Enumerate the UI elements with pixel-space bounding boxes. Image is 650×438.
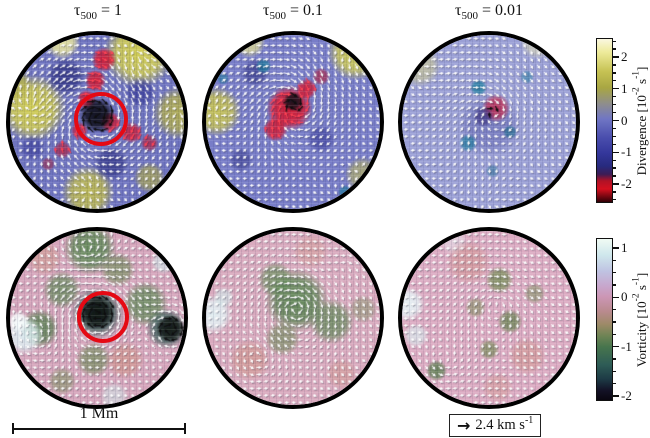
tau-value: = 0.01 (477, 2, 523, 19)
flow-map-field (402, 231, 576, 405)
colorbar-minor-tick (613, 199, 617, 201)
vorticity-colorbar-axis-label: Vorticity [10-2 s-1] (631, 272, 649, 367)
colorbar-tick-label: 1 (621, 80, 628, 96)
colorbar-minor-tick (613, 383, 617, 385)
vorticity-colorbar-gradient (596, 238, 613, 401)
colorbar-tick-label: 0 (621, 112, 628, 128)
flow-map-field (206, 231, 380, 405)
colorbar-minor-tick (613, 96, 617, 98)
colorbar-major-tick (613, 119, 619, 122)
colorbar-minor-tick (613, 191, 617, 193)
scale-bar-left-cap (12, 423, 15, 434)
tau-subscript: 500 (461, 10, 478, 23)
colorbar-minor-tick (613, 103, 617, 106)
tau-symbol: τ (263, 2, 270, 19)
colorbar-minor-tick (613, 127, 617, 130)
colorbar-minor-tick (613, 308, 617, 311)
vorticity-colorbar: 1 0 -1 -2 Vorticity [10-2 s-1] (596, 238, 650, 404)
colorbar-minor-tick (613, 159, 617, 161)
flow-map-vorticity-col3 (398, 227, 580, 409)
velocity-value: 2.4 km s (475, 417, 525, 433)
flow-map-field (10, 35, 184, 209)
colorbar-tick-label: 0 (621, 289, 628, 305)
flow-map-divergence-col2 (202, 31, 384, 213)
tau-symbol: τ (74, 2, 81, 19)
flow-map-field (402, 35, 576, 209)
flow-map-divergence-col3 (398, 31, 580, 213)
colorbar-minor-tick (613, 271, 617, 274)
colorbar-minor-tick (613, 135, 617, 137)
column-title-tau500-0.01: τ500 = 0.01 (455, 2, 523, 23)
tau-subscript: 500 (80, 10, 97, 23)
colorbar-minor-tick (613, 175, 617, 177)
flow-map-vorticity-col2 (202, 227, 384, 409)
scale-bar-line (12, 427, 186, 430)
colorbar-minor-tick (613, 143, 617, 145)
colorbar-minor-tick (613, 284, 617, 286)
flow-map-field (206, 35, 380, 209)
colorbar-major-tick (613, 346, 619, 348)
colorbar-tick-label: -2 (621, 388, 632, 404)
colorbar-minor-tick (613, 64, 617, 66)
colorbar-minor-tick (613, 358, 617, 360)
velocity-arrow-icon: → (457, 415, 471, 435)
colorbar-major-tick (613, 151, 619, 153)
colorbar-major-tick (613, 88, 619, 90)
flow-map-vorticity-col1 (6, 227, 188, 409)
colorbar-major-tick (613, 56, 619, 58)
colorbar-tick-label: -1 (621, 338, 632, 354)
vortex-annotation-circle (76, 290, 129, 343)
colorbar-minor-tick (613, 48, 617, 50)
column-title-tau500-0.1: τ500 = 0.1 (263, 2, 323, 23)
velocity-arrows-canvas (206, 231, 380, 405)
velocity-arrows-canvas (402, 231, 576, 405)
flow-map-divergence-col1 (6, 31, 188, 213)
colorbar-major-tick (613, 395, 619, 397)
tau-value: = 1 (96, 2, 122, 19)
colorbar-major-tick (613, 247, 619, 249)
scale-bar: 1 Mm (12, 405, 186, 435)
velocity-exponent: -1 (524, 415, 534, 427)
colorbar-minor-tick (613, 167, 617, 169)
colorbar-major-tick (613, 183, 619, 185)
tau-symbol: τ (455, 2, 462, 19)
colorbar-minor-tick (613, 333, 617, 335)
vortex-annotation-circle (74, 92, 128, 146)
column-title-tau500-1: τ500 = 1 (74, 2, 122, 23)
tau-subscript: 500 (269, 10, 286, 23)
colorbar-minor-tick (613, 80, 617, 82)
colorbar-tick-label: -1 (621, 144, 632, 160)
colorbar-minor-tick (613, 72, 617, 74)
velocity-reference-box: → 2.4 km s-1 (449, 414, 542, 437)
velocity-arrows-canvas (402, 35, 576, 209)
colorbar-tick-label: -2 (621, 175, 632, 191)
colorbar-minor-tick (613, 321, 617, 323)
colorbar-tick-label: 2 (621, 49, 628, 65)
colorbar-minor-tick (613, 370, 617, 372)
colorbar-minor-tick (613, 259, 617, 261)
colorbar-minor-tick (613, 40, 617, 42)
divergence-colorbar: 2 1 0 -1 -2 Divergence [10-2 s-1] (596, 38, 650, 203)
scale-bar-label: 1 Mm (79, 405, 119, 422)
divergence-colorbar-axis-label: Divergence [10-2 s-1] (631, 66, 649, 175)
velocity-arrows-canvas (206, 35, 380, 209)
velocity-reference-label: 2.4 km s-1 (475, 415, 534, 434)
tau-value: = 0.1 (285, 2, 323, 19)
colorbar-minor-tick (613, 111, 617, 114)
divergence-colorbar-gradient (596, 38, 613, 203)
colorbar-major-tick (613, 296, 619, 298)
colorbar-tick-label: 1 (621, 239, 628, 255)
scale-bar-right-cap (183, 423, 186, 434)
